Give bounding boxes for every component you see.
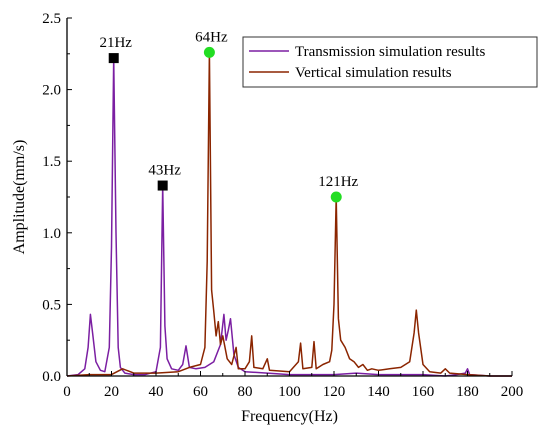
peak-marker-square [108,53,119,64]
y-tick-label: 0.5 [42,297,61,313]
x-tick-label: 120 [323,384,346,400]
x-axis-title: Frequency(Hz) [241,408,338,425]
x-tick-label: 180 [456,384,479,400]
peak-marker-circle [203,46,215,58]
series-layer [66,51,512,377]
annotations-layer: 21Hz 43Hz 64Hz 121Hz [99,29,359,203]
peak-label: 64Hz [195,29,228,45]
legend-label-vertical: Vertical simulation results [295,65,452,81]
x-tick-label: 140 [367,384,390,400]
series-line-transmission [66,57,512,377]
y-tick-label: 1.5 [42,154,61,170]
peak-marker-square [157,180,168,191]
y-tick-label: 1.0 [42,226,61,242]
y-tick-label: 2.0 [42,83,61,99]
legend: Transmission simulation results Vertical… [242,36,538,88]
x-tick-label: 100 [278,384,301,400]
ticks-layer: 0 20 40 60 80 100 120 140 160 180 200 0.0 0.5 1.0 1.5 2… [42,11,523,400]
legend-box [242,36,538,88]
x-tick-label: 160 [412,384,435,400]
peak-label: 121Hz [318,174,358,190]
y-axis-title: Amplitude(mm/s) [11,140,28,255]
x-tick-label: 200 [501,384,524,400]
x-tick-label: 0 [63,384,71,400]
x-tick-label: 40 [149,384,164,400]
x-tick-label: 80 [238,384,253,400]
x-tick-label: 20 [104,384,119,400]
legend-label-transmission: Transmission simulation results [295,44,485,60]
y-tick-label: 2.5 [42,11,61,27]
peak-label: 43Hz [148,163,181,179]
peak-marker-circle [330,191,342,203]
peak-label: 21Hz [99,35,132,51]
x-tick-label: 60 [193,384,208,400]
series-line-vertical [66,51,512,377]
y-tick-label: 0.0 [42,369,61,385]
